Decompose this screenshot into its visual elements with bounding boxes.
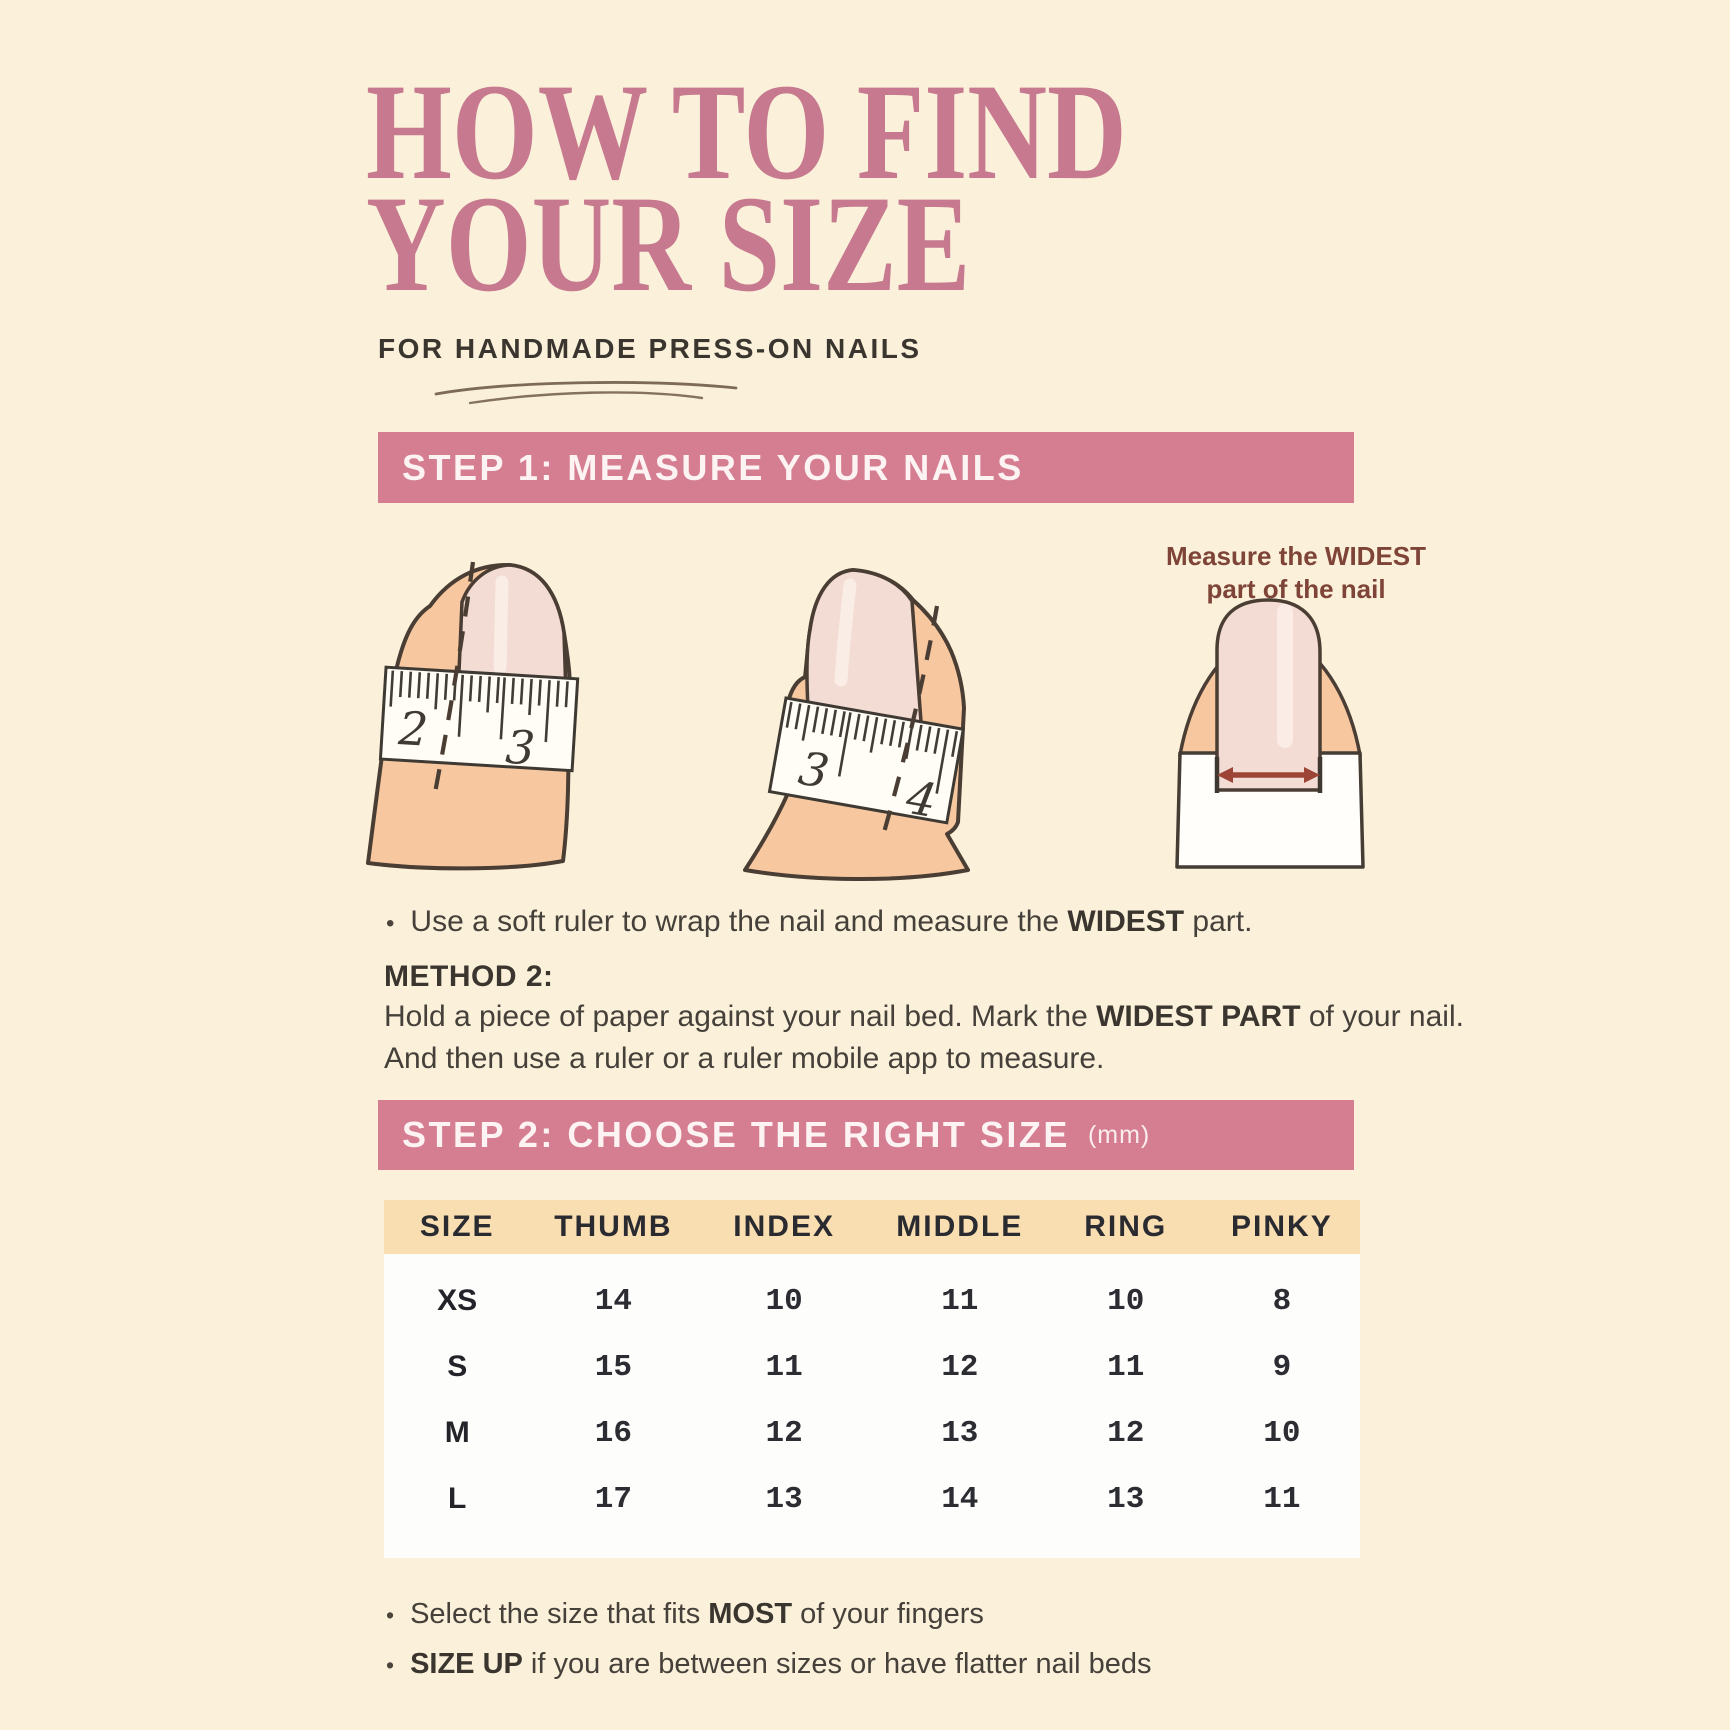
step1-bullet-text: Use a soft ruler to wrap the nail and me… <box>410 905 1068 938</box>
column-header-index: INDEX <box>733 1210 835 1243</box>
step1-bullet-bold: WIDEST <box>1067 905 1185 938</box>
nail-highlight <box>834 578 857 687</box>
step1-bullet: Use a soft ruler to wrap the nail and me… <box>386 905 1252 939</box>
method2-line2: And then use a ruler or a ruler mobile a… <box>384 1042 1105 1075</box>
size-label: S <box>447 1350 468 1383</box>
cell-value: 10 <box>1107 1283 1145 1319</box>
step1-banner-label: STEP 1: MEASURE YOUR NAILS <box>402 446 1024 488</box>
cell-value: 11 <box>1107 1349 1145 1385</box>
cell-value: 12 <box>941 1349 979 1385</box>
cell-value: 10 <box>765 1283 803 1319</box>
cell-value: 11 <box>1263 1481 1301 1517</box>
table-row-xs: XS 14 10 11 10 8 <box>384 1268 1360 1334</box>
step2-banner-label: STEP 2: CHOOSE THE RIGHT SIZE <box>402 1114 1070 1155</box>
size-label: L <box>448 1482 467 1515</box>
cell-value: 14 <box>594 1283 632 1319</box>
tape-ticks <box>389 670 569 743</box>
tape-ticks <box>785 701 959 794</box>
note-text-end: if you are between sizes or have flatter… <box>522 1648 1152 1680</box>
cell-value: 13 <box>941 1415 979 1451</box>
nail <box>1215 598 1322 792</box>
finger-illustration-2: 3 4 <box>743 568 970 881</box>
note-bold: SIZE UP <box>410 1648 523 1680</box>
measure-widest-caption-line2: part of the nail <box>1206 574 1386 604</box>
cell-value: 11 <box>941 1283 979 1319</box>
step2-banner: STEP 2: CHOOSE THE RIGHT SIZE (mm) <box>378 1100 1354 1170</box>
dashed-center-line <box>431 561 476 799</box>
table-row-s: S 15 11 12 11 9 <box>384 1334 1360 1400</box>
measuring-tape: 3 4 <box>767 696 966 828</box>
cell-value: 10 <box>1263 1415 1301 1451</box>
note-text-end: of your fingers <box>792 1598 984 1630</box>
note-bold: MOST <box>708 1598 793 1630</box>
cell-value: 9 <box>1272 1349 1292 1385</box>
cell-value: 16 <box>594 1415 632 1451</box>
measure-widest-caption-line1: Measure the WIDEST <box>1165 541 1427 571</box>
note-text: Select the size that fits <box>410 1598 709 1630</box>
note-select-size: Select the size that fits MOST of your f… <box>386 1598 984 1631</box>
width-arrow <box>1217 767 1320 783</box>
column-header-size: SIZE <box>419 1210 495 1243</box>
cell-value: 13 <box>1107 1481 1145 1517</box>
dashed-center-line <box>880 605 940 837</box>
size-table: SIZE THUMB INDEX MIDDLE RING PINKY XS 14… <box>384 1200 1360 1558</box>
measure-widest-caption: Measure the WIDEST part of the nail <box>1160 540 1432 606</box>
finger-illustration-3 <box>1175 598 1365 869</box>
step1-banner: STEP 1: MEASURE YOUR NAILS <box>378 432 1354 503</box>
cell-value: 8 <box>1272 1283 1292 1319</box>
column-header-thumb: THUMB <box>554 1210 673 1243</box>
cell-value: 17 <box>594 1481 632 1517</box>
size-table-header: SIZE THUMB INDEX MIDDLE RING PINKY <box>384 1200 1360 1254</box>
nail <box>805 568 924 737</box>
size-label: M <box>444 1416 470 1449</box>
column-header-pinky: PINKY <box>1231 1210 1333 1243</box>
method2-line1-text: Hold a piece of paper against your nail … <box>384 1000 1097 1033</box>
measuring-tape: 2 3 <box>378 665 580 776</box>
cell-value: 14 <box>941 1481 979 1517</box>
method2-label: METHOD 2: <box>384 960 554 993</box>
page-title-line2: YOUR SIZE <box>366 167 971 320</box>
nail-highlight <box>493 575 509 675</box>
cell-value: 13 <box>765 1481 803 1517</box>
page-title-line1: HOW TO FIND <box>366 55 1127 208</box>
finger-illustration-1: 2 3 <box>366 561 580 871</box>
tape-number: 3 <box>504 720 537 776</box>
table-row-l: L 17 13 14 13 11 <box>384 1466 1360 1532</box>
nail <box>456 563 568 697</box>
method2-line1: Hold a piece of paper against your nail … <box>384 1000 1464 1034</box>
note-size-up: SIZE UP if you are between sizes or have… <box>386 1648 1152 1681</box>
column-header-middle: MIDDLE <box>896 1210 1024 1243</box>
cell-value: 15 <box>594 1349 632 1385</box>
cell-value: 12 <box>1107 1415 1145 1451</box>
page-title: HOW TO FIND YOUR SIZE <box>366 55 1317 320</box>
page-subtitle: FOR HANDMADE PRESS-ON NAILS <box>378 333 922 364</box>
tape-number: 2 <box>396 701 430 757</box>
squiggle-underline <box>434 381 738 405</box>
step2-banner-unit: (mm) <box>1087 1120 1151 1149</box>
method2-line1-bold: WIDEST PART <box>1096 1000 1301 1033</box>
step1-bullet-text-end: part. <box>1184 905 1253 938</box>
method2-line1-text-end: of your nail. <box>1300 1000 1464 1033</box>
table-row-m: M 16 12 13 12 10 <box>384 1400 1360 1466</box>
cell-value: 11 <box>765 1349 803 1385</box>
cell-value: 12 <box>765 1415 803 1451</box>
column-header-ring: RING <box>1084 1210 1168 1243</box>
size-table-body: XS 14 10 11 10 8 S 15 11 12 11 9 M 16 12… <box>384 1254 1360 1558</box>
size-label: XS <box>437 1284 478 1317</box>
